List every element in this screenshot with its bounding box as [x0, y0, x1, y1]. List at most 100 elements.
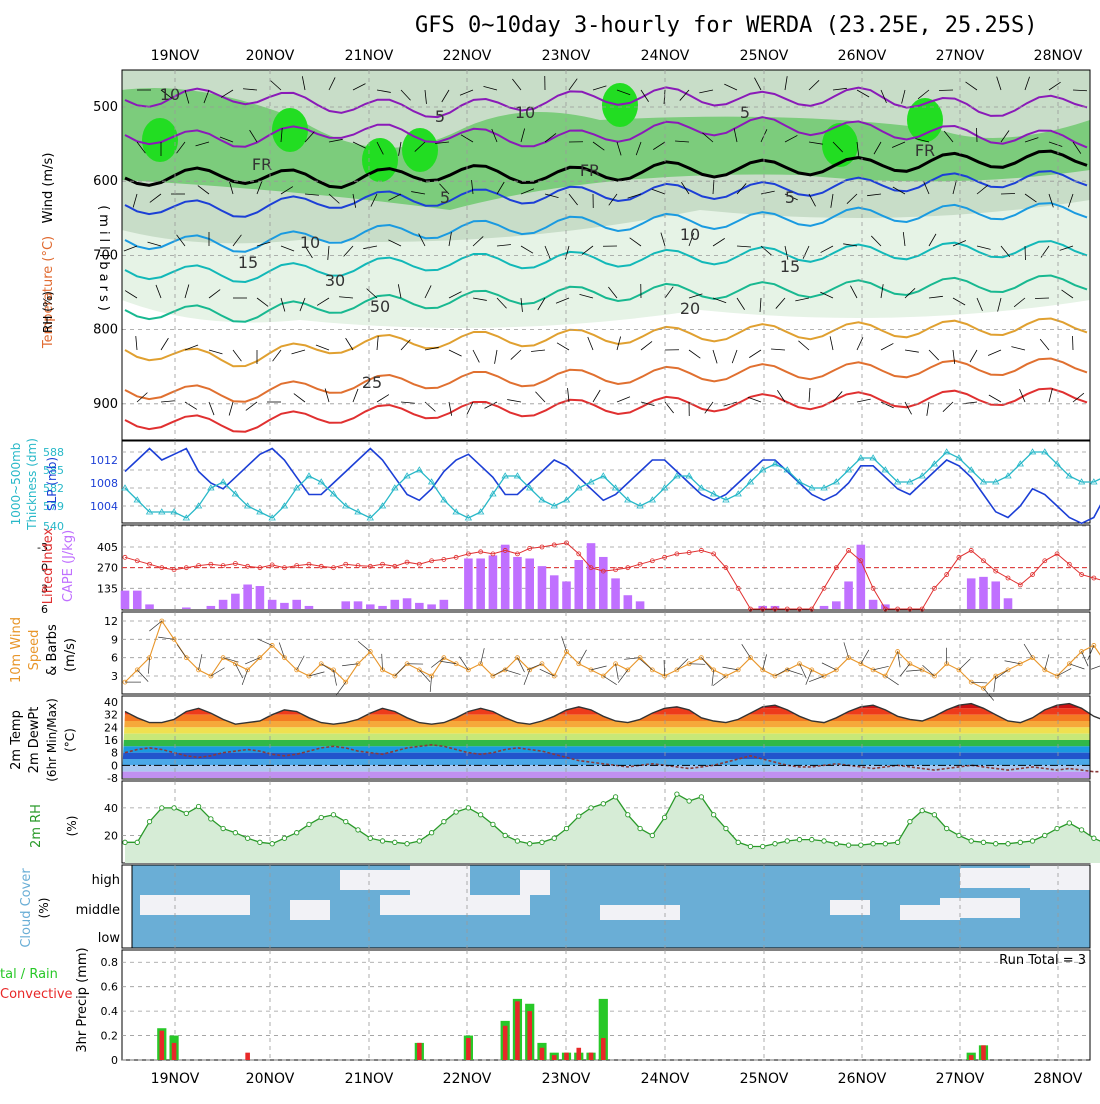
wind10-barb [199, 654, 202, 670]
rh-point [417, 839, 421, 843]
wind10-tick: 3 [111, 670, 118, 683]
bottom-date-label: 24NOV [641, 1071, 690, 1087]
wind10-barb [1005, 661, 1021, 664]
cloud-gap [140, 895, 250, 915]
slp-tick: 1012 [90, 454, 118, 467]
wind10-barb [524, 670, 530, 685]
rh-point [822, 839, 826, 843]
rh-point [270, 842, 274, 846]
wind10-barb [640, 659, 652, 669]
rh-point [834, 842, 838, 846]
label-wind10-d: (m/s) [63, 638, 78, 672]
rh-point [797, 837, 801, 841]
cape-bar [587, 543, 596, 609]
temp-band [122, 702, 1090, 708]
rh-point [957, 833, 961, 837]
rh-point [454, 810, 458, 814]
rh-point [491, 822, 495, 826]
cape-bar [354, 601, 363, 609]
temp-band [122, 746, 1090, 752]
contour-label: 50 [370, 297, 390, 316]
cape-bar [341, 601, 350, 609]
cape-bar [574, 560, 583, 609]
temp-band [122, 740, 1090, 746]
rh-point [135, 840, 139, 844]
rh-point [160, 806, 164, 810]
top-date-label: 19NOV [151, 48, 200, 64]
cape-bar [243, 585, 252, 609]
cape-bar [991, 581, 1000, 609]
top-date-label: 26NOV [838, 48, 887, 64]
wind10-barb [809, 676, 824, 682]
top-date-label: 25NOV [740, 48, 789, 64]
panel4-frame [122, 612, 1090, 694]
cape-bar [207, 606, 216, 609]
wind10-barb [906, 670, 922, 671]
temp-tick: 32 [104, 709, 118, 722]
cape-bar [501, 545, 510, 609]
rh-point [994, 842, 998, 846]
cloud-gap [520, 870, 550, 895]
cape-bar [538, 566, 547, 609]
precip-tick: 0.8 [101, 956, 119, 969]
rh-point [1092, 836, 1096, 840]
rh-point [209, 817, 213, 821]
wind10-barb [844, 642, 849, 657]
top-date-label: 20NOV [246, 48, 295, 64]
rh-point [196, 804, 200, 808]
cape-bar [268, 600, 277, 609]
wind10-barb [689, 664, 705, 665]
rh-point [442, 819, 446, 823]
label-rh2m-a: 2m RH [29, 804, 44, 848]
wind10-barb [242, 670, 247, 685]
contour-label: 15 [238, 253, 258, 272]
rh-point [1079, 828, 1083, 832]
rh-point [895, 840, 899, 844]
cape-tick: 270 [97, 562, 118, 575]
top-date-label: 27NOV [936, 48, 985, 64]
rh-point [172, 806, 176, 810]
temp-band [122, 727, 1090, 733]
cape-bar [464, 558, 473, 609]
temp-tick: -8 [107, 772, 118, 785]
top-date-label: 21NOV [345, 48, 394, 64]
wind10-barb [336, 682, 345, 695]
cloud-gap [410, 865, 470, 895]
rh-point [589, 806, 593, 810]
wind10-tick: 6 [111, 652, 118, 665]
precip-conv-bar [245, 1053, 250, 1060]
cape-bar [562, 581, 571, 609]
bottom-date-label: 25NOV [740, 1071, 789, 1087]
top-date-label: 24NOV [641, 48, 690, 64]
cape-bar [415, 603, 424, 609]
rh-point [577, 814, 581, 818]
cape-bar [292, 600, 301, 609]
rh-point [920, 808, 924, 812]
rh-point [883, 842, 887, 846]
wind10-barb [701, 658, 711, 670]
contour-label: 5 [785, 188, 795, 207]
cape-bar [525, 558, 534, 609]
cape-bar [182, 607, 191, 609]
wind10-barb [158, 637, 174, 639]
rh-point [540, 840, 544, 844]
label-temp2m-b: 2m DewPt [27, 707, 42, 774]
rh-tick: 40 [104, 802, 118, 815]
cape-bar [440, 600, 449, 609]
rh-point [123, 840, 127, 844]
rh-point [552, 836, 556, 840]
cape-bar [121, 591, 130, 609]
cape-bar [636, 601, 645, 609]
label-lifted: Lifted Index [41, 527, 56, 604]
rh-point [981, 840, 985, 844]
temp-band [122, 772, 1090, 778]
rh-point [258, 840, 262, 844]
rh-point [1006, 842, 1010, 846]
thickness-point [122, 485, 128, 490]
